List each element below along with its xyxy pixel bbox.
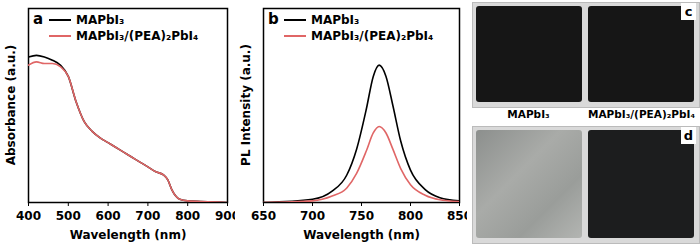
svg-text:400: 400 bbox=[16, 209, 41, 223]
svg-text:650: 650 bbox=[251, 209, 276, 223]
html-text:PL Intensity (a.u.): PL Intensity (a.u.) bbox=[239, 44, 253, 166]
html-text:MAPbI₃/(PEA)₂PbI₄: MAPbI₃/(PEA)₂PbI₄ bbox=[76, 29, 199, 43]
html-text:c: c bbox=[684, 4, 693, 19]
html-text:MAPbI₃/(PEA)₂PbI₄: MAPbI₃/(PEA)₂PbI₄ bbox=[588, 108, 695, 120]
svg-text:900: 900 bbox=[215, 209, 235, 223]
svg-text:800: 800 bbox=[398, 209, 423, 223]
html-text:MAPbI₃: MAPbI₃ bbox=[76, 13, 125, 27]
html-text:Absorbance (a.u.): Absorbance (a.u.) bbox=[4, 44, 18, 166]
svg-text:500: 500 bbox=[56, 209, 81, 223]
html-text:MAPbI₃: MAPbI₃ bbox=[311, 13, 360, 27]
html-text:b: b bbox=[268, 10, 279, 28]
html-text:MAPbI₃: MAPbI₃ bbox=[507, 108, 550, 120]
svg-text:750: 750 bbox=[349, 209, 374, 223]
html-text:MAPbI₃/(PEA)₂PbI₄: MAPbI₃/(PEA)₂PbI₄ bbox=[311, 29, 434, 43]
svg-text:850: 850 bbox=[447, 209, 467, 223]
svg-text:800: 800 bbox=[175, 209, 200, 223]
svg-text:700: 700 bbox=[135, 209, 160, 223]
svg-text:700: 700 bbox=[300, 209, 325, 223]
svg-text:Wavelength (nm): Wavelength (nm) bbox=[70, 228, 187, 242]
html-text:a: a bbox=[33, 10, 44, 28]
svg-text:600: 600 bbox=[96, 209, 121, 223]
html-text:d: d bbox=[683, 128, 694, 143]
svg-text:Wavelength (nm): Wavelength (nm) bbox=[303, 228, 420, 242]
